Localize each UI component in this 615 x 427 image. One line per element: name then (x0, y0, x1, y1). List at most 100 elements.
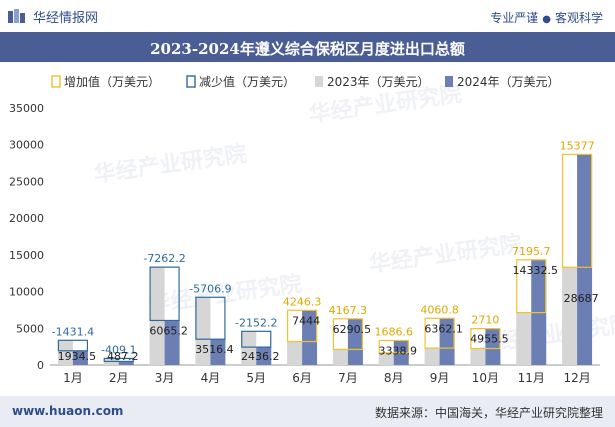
y-tick-label: 30000 (9, 139, 44, 152)
x-tick-label: 5月 (246, 371, 266, 385)
change-label: -7262.2 (143, 252, 185, 265)
bar-2024 (485, 328, 501, 365)
chart-title: 2023-2024年遵义综合保税区月度进出口总额 (150, 40, 465, 58)
increase-outline (561, 153, 593, 268)
value-label-2024: 28687 (564, 292, 599, 305)
legend-swatch (315, 76, 323, 87)
bar-2024 (118, 361, 134, 365)
tagline-right: 客观科学 (554, 11, 603, 25)
bar-2023 (470, 348, 486, 365)
logo-icon (8, 8, 25, 23)
value-label-2024: 4955.5 (470, 333, 509, 346)
decrease-outline (57, 339, 89, 352)
increase-outline (378, 339, 409, 354)
title-bar: 2023-2024年遵义综合保税区月度进出口总额 (0, 32, 615, 62)
increase-outline (332, 318, 364, 351)
value-label-2024: 3516.4 (195, 343, 234, 356)
change-label: 4167.3 (329, 304, 368, 317)
bar-2023 (424, 348, 440, 365)
x-tick-label: 8月 (384, 371, 404, 385)
bar-2023 (516, 312, 532, 365)
increase-outline (470, 328, 501, 350)
decrease-outline (241, 330, 272, 348)
legend-label: 2023年（万美元） (327, 75, 430, 89)
bar-2023 (195, 297, 211, 365)
bar-2023 (562, 267, 578, 365)
y-tick-label: 10000 (9, 286, 44, 299)
x-tick-label: 1月 (63, 371, 83, 385)
footer: www.huaon.com 数据来源：中国海关，华经产业研究院整理 (0, 396, 615, 427)
legend-label: 增加值（万美元） (64, 74, 160, 89)
change-label: 2710 (471, 314, 499, 327)
decrease-outline (195, 296, 226, 340)
chart: 华经产业研究院华经产业研究院华经产业研究院华经产业研究院华经产业研究院增加值（万… (9, 74, 615, 385)
change-label: 7195.7 (512, 245, 551, 258)
site-name: 华经情报网 (33, 11, 99, 26)
increase-outline (516, 259, 547, 314)
site-logo[interactable]: 华经情报网 (8, 7, 98, 26)
value-label-2024: 3338.9 (379, 344, 418, 357)
bar-2024 (347, 318, 363, 365)
y-tick-label: 15000 (9, 249, 44, 262)
bar-2024 (302, 310, 318, 365)
bar-2024 (164, 320, 180, 365)
bar-2023 (149, 267, 165, 365)
top-bar: 华经情报网 专业严谨 ● 客观科学 (0, 0, 615, 32)
legend-swatch (186, 75, 196, 88)
value-label-2024: 6065.2 (149, 324, 188, 337)
x-tick-label: 2月 (109, 371, 129, 385)
bar-2023 (287, 341, 303, 365)
x-tick-label: 12月 (563, 371, 590, 385)
value-label-2024: 7444 (292, 314, 320, 327)
x-tick-label: 6月 (292, 371, 312, 385)
y-tick-label: 25000 (9, 175, 44, 188)
increase-outline (286, 309, 318, 343)
x-tick-label: 10月 (472, 371, 499, 385)
value-label-2024: 6290.5 (333, 323, 372, 336)
decrease-outline (103, 357, 134, 363)
legend-label: 2024年（万美元） (457, 75, 560, 89)
legend-swatch (445, 76, 453, 87)
bar-2023 (57, 340, 73, 365)
bar-2023 (378, 352, 394, 365)
increase-outline (424, 317, 455, 349)
bar-2024 (210, 339, 226, 365)
change-label: 4060.8 (420, 303, 459, 316)
change-label: -409.1 (101, 343, 136, 356)
bar-2024 (577, 154, 593, 365)
value-label-2024: 6362.1 (424, 322, 463, 335)
y-tick-label: 20000 (9, 212, 44, 225)
watermark-text: 华经产业研究院 (92, 141, 248, 188)
tagline-left: 专业严谨 (490, 11, 539, 25)
change-label: -2152.2 (235, 316, 277, 329)
bar-2024 (439, 318, 455, 365)
legend-swatch (51, 75, 61, 88)
x-tick-label: 4月 (201, 371, 221, 385)
decrease-outline (149, 266, 180, 322)
x-tick-label: 7月 (338, 371, 358, 385)
value-label-2024: 487.2 (107, 350, 139, 363)
x-tick-label: 3月 (155, 371, 175, 385)
value-label-2024: 14332.5 (513, 264, 559, 277)
y-tick-label: 35000 (9, 102, 44, 115)
y-tick-label: 5000 (16, 322, 44, 335)
y-tick-label: 0 (37, 359, 44, 372)
footer-url[interactable]: www.huaon.com (12, 404, 124, 418)
footer-source: 数据来源：中国海关，华经产业研究院整理 (374, 406, 603, 420)
tagline-dot-icon: ● (542, 14, 551, 25)
tagline: 专业严谨 ● 客观科学 (490, 9, 603, 26)
legend-label: 减少值（万美元） (199, 74, 295, 89)
bar-2024 (72, 350, 88, 365)
value-label-2024: 2436.2 (241, 350, 280, 363)
bar-2023 (241, 331, 257, 365)
bar-2024 (256, 347, 272, 365)
change-label: -1431.4 (52, 325, 94, 338)
change-label: 4246.3 (283, 295, 322, 308)
watermark-text: 华经产业研究院 (367, 231, 523, 278)
x-tick-label: 9月 (430, 371, 450, 385)
bar-2023 (332, 349, 348, 365)
x-tick-label: 11月 (518, 371, 545, 385)
value-label-2024: 1934.5 (58, 350, 97, 363)
change-label: -5706.9 (189, 282, 231, 295)
change-label: 15377 (560, 139, 595, 152)
